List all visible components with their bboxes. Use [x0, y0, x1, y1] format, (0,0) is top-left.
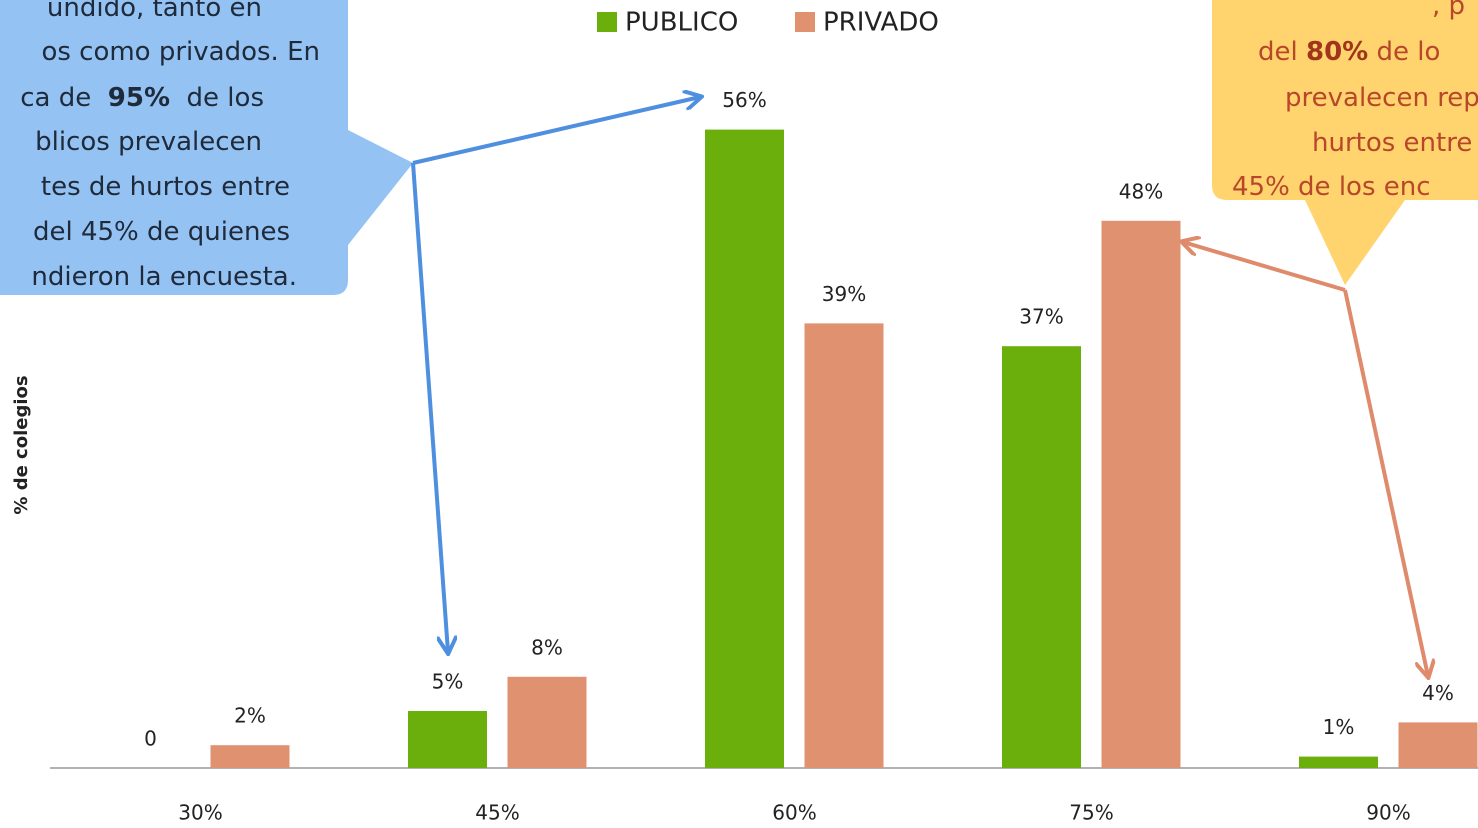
annotation-text: hurtos entre	[1312, 128, 1472, 158]
bar	[804, 323, 884, 768]
bar	[408, 711, 487, 768]
value-label: 37%	[1019, 305, 1063, 329]
annotation-line: , p	[1432, 0, 1465, 21]
annotation-line: ca de 95% de los	[20, 83, 264, 113]
annotation-line: hurtos entre	[1312, 128, 1472, 158]
annotation-text: tes de hurtos entre	[41, 172, 290, 202]
bar	[705, 129, 784, 769]
value-label: 39%	[822, 282, 866, 306]
annotation-text: undido, tanto en	[47, 0, 262, 23]
annotation-line: ndieron la encuesta.	[31, 262, 297, 292]
legend-label: PRIVADO	[823, 8, 939, 38]
legend-swatch	[597, 12, 617, 32]
callouts	[0, 0, 1478, 295]
annotation-text: del 45% de quienes	[33, 217, 290, 247]
bar	[1101, 220, 1181, 769]
value-label: 0	[144, 727, 157, 751]
bar	[1002, 346, 1081, 768]
legend-swatch	[795, 12, 815, 32]
annotation-text: ca de	[20, 83, 108, 113]
x-tick-label: 30%	[178, 801, 222, 825]
annotation-text: os como privados. En	[41, 37, 320, 67]
annotation-line: tes de hurtos entre	[41, 172, 290, 202]
value-label: 5%	[432, 670, 464, 694]
annotation-text: ndieron la encuesta.	[31, 262, 297, 292]
arrow	[412, 97, 700, 165]
annotation-text: del	[1258, 37, 1306, 67]
annotation-line: prevalecen rep	[1285, 83, 1478, 113]
callout-yellow	[1212, 0, 1478, 285]
value-label: 48%	[1119, 179, 1163, 203]
value-label: 8%	[531, 635, 563, 659]
callout-blue	[0, 0, 413, 295]
arrow	[1343, 289, 1428, 676]
annotation-line: del 80% de lo	[1258, 37, 1440, 67]
annotation-line: os como privados. En	[41, 37, 320, 67]
annotation-line: del 45% de quienes	[33, 217, 290, 247]
x-tick-label: 75%	[1069, 801, 1113, 825]
arrow	[411, 162, 448, 652]
annotation-line: 45% de los enc	[1232, 172, 1431, 202]
annotation-line: undido, tanto en	[47, 0, 262, 23]
legend-label: PUBLICO	[625, 8, 738, 38]
annotation-text: blicos prevalecen	[35, 127, 262, 157]
value-label: 56%	[722, 88, 766, 112]
annotation-text: de los	[170, 83, 264, 113]
bar	[1398, 722, 1478, 768]
annotation-text: prevalecen rep	[1285, 83, 1478, 113]
annotation-text: de lo	[1368, 37, 1440, 67]
annotation-text: 95%	[108, 83, 170, 113]
annotation-line: blicos prevalecen	[35, 127, 262, 157]
bar	[210, 745, 290, 768]
value-label: 4%	[1422, 681, 1454, 705]
value-label: 2%	[234, 704, 266, 728]
bar	[507, 676, 587, 768]
arrows	[411, 97, 1428, 676]
x-tick-label: 60%	[772, 801, 816, 825]
value-label: 1%	[1323, 715, 1355, 739]
arrow	[1183, 242, 1346, 292]
x-tick-label: 45%	[475, 801, 519, 825]
y-axis-label: % de colegios	[11, 375, 32, 514]
annotation-text: 80%	[1306, 37, 1368, 67]
annotation-text: , p	[1432, 0, 1465, 21]
bar	[1299, 756, 1378, 768]
x-tick-label: 90%	[1366, 801, 1410, 825]
annotation-text: 45% de los enc	[1232, 172, 1431, 202]
